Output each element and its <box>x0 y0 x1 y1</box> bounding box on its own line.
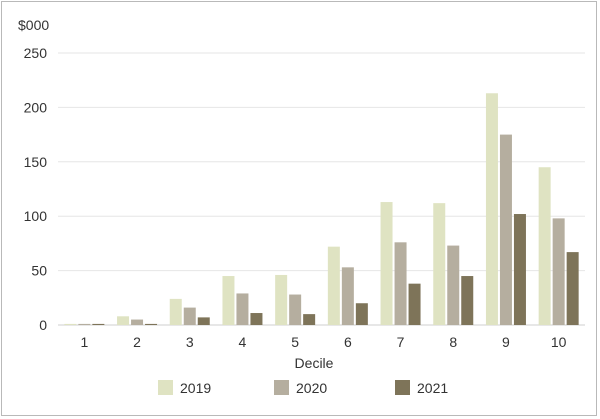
legend-swatch-2021 <box>395 380 410 395</box>
bar-2020-decile-10 <box>552 218 565 325</box>
bar-2019-decile-9 <box>485 93 498 325</box>
bar-2020-decile-9 <box>499 134 512 325</box>
y-tick-label: 50 <box>31 263 47 279</box>
y-tick-label: 200 <box>24 99 48 115</box>
legend-swatch-2019 <box>158 380 173 395</box>
bar-2020-decile-1 <box>78 323 91 325</box>
bar-2019-decile-3 <box>169 298 182 325</box>
x-tick-label: 8 <box>449 334 457 350</box>
bar-2020-decile-8 <box>447 245 460 325</box>
bar-2020-decile-7 <box>394 242 407 325</box>
bar-2019-decile-6 <box>327 246 340 325</box>
bar-2021-decile-8 <box>461 276 474 325</box>
bar-2019-decile-2 <box>117 316 130 325</box>
bar-2021-decile-2 <box>145 323 158 325</box>
x-tick-label: 2 <box>133 334 141 350</box>
x-axis-ticks: 1 2 3 4 5 6 7 8 9 10 <box>80 334 566 350</box>
bar-2021-decile-1 <box>92 323 105 325</box>
x-axis-title: Decile <box>295 355 334 371</box>
bar-2020-decile-4 <box>236 293 249 325</box>
y-tick-label: 150 <box>24 154 48 170</box>
x-tick-label: 6 <box>344 334 352 350</box>
legend-label-2019: 2019 <box>180 380 211 396</box>
y-tick-label: 100 <box>24 208 48 224</box>
x-tick-label: 10 <box>551 334 567 350</box>
x-tick-label: 1 <box>80 334 88 350</box>
y-axis-unit-label: $000 <box>18 17 49 33</box>
bar-2019-decile-10 <box>538 167 551 325</box>
bar-2019-decile-4 <box>222 276 235 325</box>
bar-2021-decile-4 <box>250 313 263 325</box>
bar-2019-decile-7 <box>380 202 393 325</box>
bar-2021-decile-9 <box>513 214 526 325</box>
y-tick-label: 0 <box>39 317 47 333</box>
legend-label-2021: 2021 <box>417 380 448 396</box>
legend: 2019 2020 2021 <box>158 380 448 396</box>
y-tick-label: 250 <box>24 45 48 61</box>
bar-2020-decile-2 <box>131 319 144 325</box>
bar-2019-decile-8 <box>433 203 446 325</box>
x-tick-label: 7 <box>397 334 405 350</box>
bar-2020-decile-3 <box>183 307 196 325</box>
x-tick-label: 3 <box>186 334 194 350</box>
y-axis-ticks: 0 50 100 150 200 250 <box>24 45 48 333</box>
bar-2020-decile-6 <box>341 267 354 325</box>
bar-2021-decile-5 <box>303 314 316 325</box>
bar-2021-decile-6 <box>355 303 368 325</box>
x-tick-label: 5 <box>291 334 299 350</box>
bar-2019-decile-1 <box>64 323 77 325</box>
bar-2021-decile-10 <box>566 252 579 325</box>
bar-2020-decile-5 <box>289 294 302 325</box>
x-tick-label: 9 <box>502 334 510 350</box>
legend-label-2020: 2020 <box>296 380 327 396</box>
bars <box>64 93 579 325</box>
bar-2019-decile-5 <box>275 274 288 325</box>
bar-2021-decile-3 <box>197 317 210 325</box>
x-tick-label: 4 <box>239 334 247 350</box>
legend-swatch-2020 <box>274 380 289 395</box>
bar-2021-decile-7 <box>408 283 421 325</box>
